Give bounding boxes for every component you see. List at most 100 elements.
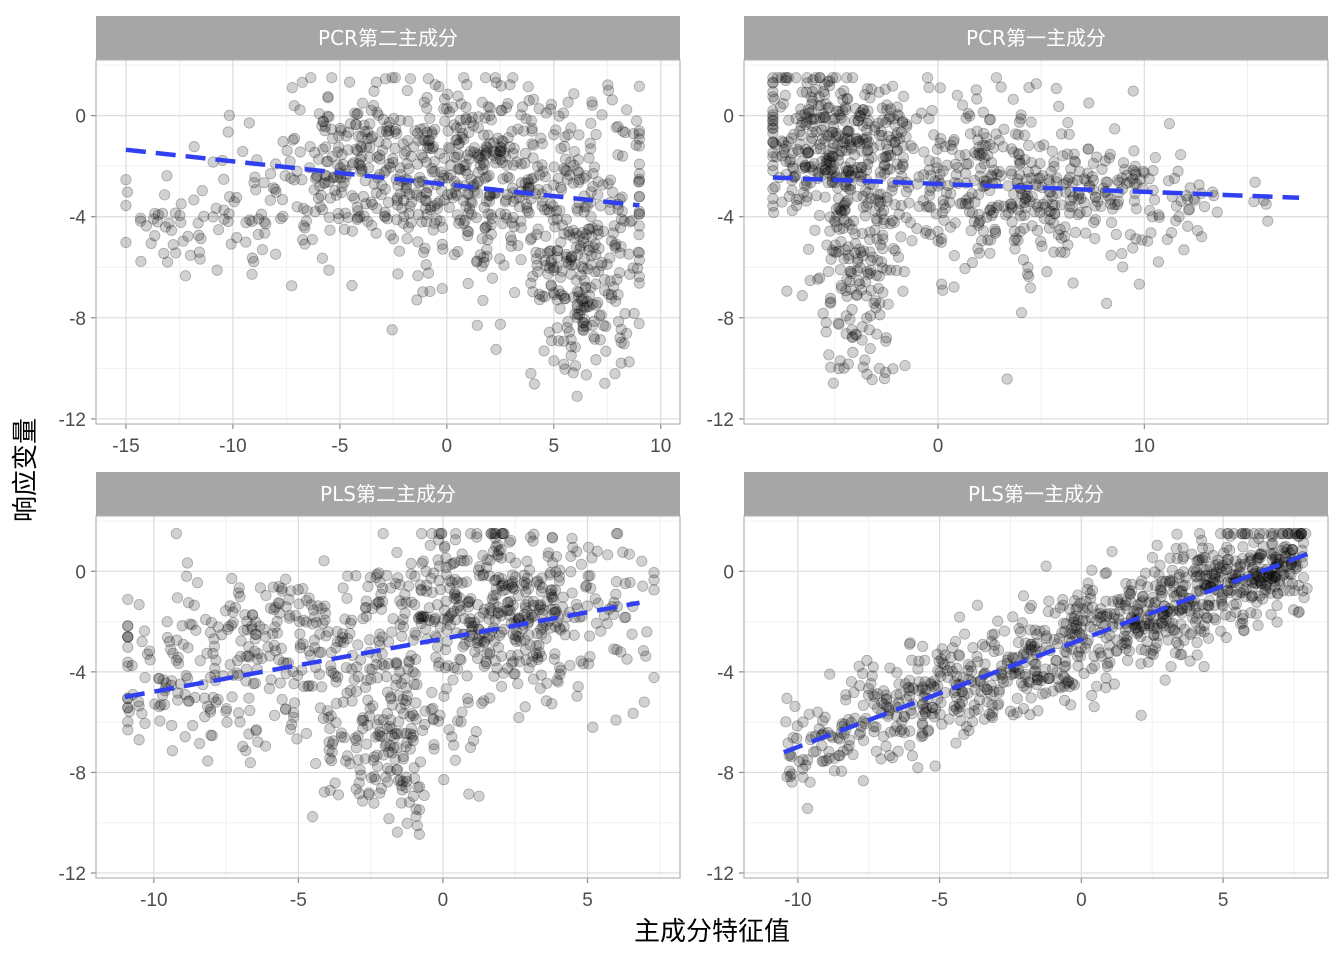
x-tick-label: 0	[438, 890, 449, 911]
data-point	[1198, 608, 1210, 620]
data-point	[353, 158, 365, 170]
data-point	[1068, 148, 1080, 160]
data-point	[871, 233, 883, 245]
data-point	[374, 153, 386, 165]
data-point	[454, 122, 466, 134]
data-point	[1086, 689, 1098, 702]
data-point	[545, 198, 557, 210]
data-point	[1072, 614, 1084, 626]
data-point	[243, 692, 255, 704]
data-point	[382, 196, 395, 208]
data-point	[405, 196, 418, 208]
data-point	[633, 80, 645, 92]
data-point	[539, 171, 551, 183]
data-point	[877, 229, 889, 241]
data-point	[138, 625, 151, 637]
data-point	[569, 360, 582, 372]
data-point	[1009, 128, 1022, 140]
data-point	[497, 173, 509, 185]
data-point	[1007, 93, 1019, 105]
data-point	[1069, 595, 1081, 607]
data-point	[648, 584, 660, 596]
data-point	[1141, 235, 1154, 247]
data-point	[297, 202, 310, 215]
data-point	[398, 708, 410, 720]
data-point	[847, 331, 859, 343]
data-point	[877, 286, 889, 299]
data-point	[587, 721, 599, 733]
data-point	[1058, 694, 1071, 706]
data-point	[441, 103, 453, 115]
data-point	[637, 580, 649, 592]
data-point	[923, 113, 935, 125]
data-point	[586, 230, 598, 242]
data-point	[565, 268, 577, 280]
data-point	[554, 271, 567, 283]
data-point	[524, 564, 536, 576]
data-point	[424, 204, 437, 216]
data-point	[1030, 178, 1042, 191]
data-point	[391, 546, 403, 559]
data-point	[579, 281, 592, 293]
data-point	[572, 154, 584, 166]
data-point	[420, 259, 432, 271]
data-point	[421, 126, 433, 138]
data-point	[838, 205, 851, 217]
data-point	[838, 362, 850, 374]
data-point	[1010, 232, 1022, 244]
data-point	[446, 188, 458, 200]
data-point	[963, 206, 976, 218]
data-point	[1043, 672, 1055, 685]
data-point	[536, 159, 548, 171]
data-point	[492, 132, 504, 144]
fit-line	[125, 147, 640, 208]
data-point	[410, 187, 422, 199]
data-point	[809, 72, 822, 84]
data-point	[796, 129, 808, 141]
data-point	[936, 207, 949, 219]
data-point	[545, 245, 557, 257]
data-point	[562, 128, 574, 141]
data-point	[809, 113, 821, 125]
data-point	[861, 124, 873, 136]
data-point	[507, 147, 519, 160]
data-point	[990, 72, 1003, 84]
data-point	[458, 160, 470, 172]
data-point	[797, 771, 809, 783]
data-point	[338, 177, 350, 189]
data-point	[133, 598, 145, 611]
data-point	[897, 116, 909, 128]
data-point	[565, 254, 577, 266]
data-point	[463, 596, 475, 608]
data-point	[363, 162, 375, 174]
data-point	[458, 218, 470, 230]
data-point	[833, 202, 845, 214]
data-point	[281, 145, 293, 157]
data-point	[520, 198, 533, 210]
data-point	[1071, 650, 1084, 662]
data-point	[770, 151, 782, 163]
data-point	[490, 343, 502, 356]
data-point	[207, 211, 219, 223]
data-point	[554, 204, 566, 217]
data-point	[532, 161, 544, 173]
y-tick-label: -12	[59, 864, 86, 885]
data-point	[379, 206, 391, 218]
data-point	[270, 248, 282, 260]
data-point	[250, 725, 262, 737]
data-point	[1053, 100, 1065, 112]
data-point	[522, 177, 535, 189]
data-point	[423, 139, 435, 151]
data-point	[1171, 528, 1183, 540]
data-point	[344, 758, 356, 770]
data-point	[494, 146, 506, 158]
data-point	[768, 206, 780, 219]
data-point	[393, 245, 406, 257]
data-point	[910, 113, 923, 125]
x-tick-label: 0	[933, 436, 944, 457]
data-point	[780, 72, 793, 84]
data-point	[580, 580, 593, 592]
data-point	[161, 256, 174, 268]
data-point	[1015, 113, 1027, 125]
data-point	[972, 703, 984, 715]
